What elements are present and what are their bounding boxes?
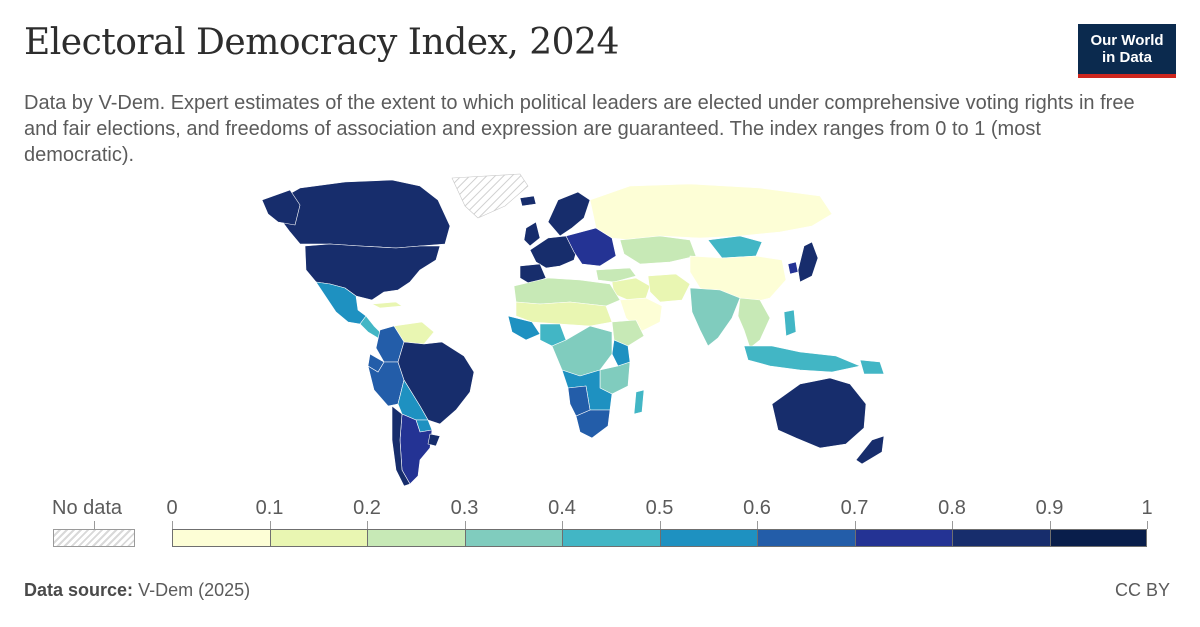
chart-title: Electoral Democracy Index, 2024 [24,22,619,63]
legend-tick-line [1049,521,1051,529]
legend-bin-6[interactable] [757,529,855,547]
legend-color-scale [172,529,1147,547]
region-south-africa[interactable] [575,409,611,439]
legend-tick-line [854,521,856,529]
legend-bin-9[interactable] [1049,529,1147,547]
legend-tick-label: 1 [1141,497,1153,519]
legend-bin-8[interactable] [952,529,1050,547]
region-ethiopia[interactable] [611,319,645,347]
legend-tick-label: 0 [166,497,178,519]
region-iran[interactable] [647,273,691,303]
legend-tick-line [757,521,758,529]
legend-tick-line [952,521,953,529]
region-india[interactable] [689,287,741,347]
region-turkey[interactable] [595,267,637,283]
region-greenland[interactable] [451,173,529,219]
legend-tick-line [172,521,173,529]
legend-tick-label: 0.4 [548,497,576,519]
region-north-africa[interactable] [513,277,621,307]
region-australia[interactable] [771,377,867,449]
legend-bin-4[interactable] [562,529,660,547]
region-south-korea[interactable] [787,261,799,275]
region-namibia[interactable] [567,385,591,417]
legend-tick-line [367,521,368,529]
region-alaska[interactable] [261,189,301,226]
legend-tick-label: 0.8 [938,497,966,519]
legend-bin-2[interactable] [367,529,465,547]
legend-bin-1[interactable] [269,529,367,547]
legend-bin-0[interactable] [172,529,270,547]
region-kazakhstan[interactable] [619,235,697,265]
data-source-label: Data source: [24,580,134,600]
legend-tick-line [1147,521,1148,529]
legend-tick-label: 0.7 [840,497,869,519]
legend-tick-label: 0.9 [1035,497,1064,519]
region-uruguay[interactable] [427,433,441,447]
legend-tick-line [269,521,271,529]
region-mongolia[interactable] [707,235,763,259]
legend-tick-label: 0.6 [743,497,771,519]
legend-tick-label: 0.5 [645,497,674,519]
region-philippines[interactable] [783,309,797,337]
region-west-africa[interactable] [507,315,541,341]
owid-logo-text: Our World in Data [1090,32,1164,66]
legend-tick-label: 0.3 [450,497,479,519]
region-new-zealand[interactable] [855,435,885,465]
region-cuba[interactable] [371,301,403,309]
license-link[interactable]: CC BY [1114,580,1170,600]
legend-tick-line [562,521,563,529]
region-east-africa[interactable] [599,361,631,395]
legend-no-data-label: No data [52,497,123,519]
legend-tick-label: 0.2 [353,497,381,519]
region-papua-new-guinea[interactable] [859,359,885,375]
region-indonesia[interactable] [743,345,861,373]
region-ecuador[interactable] [367,353,385,373]
region-iceland[interactable] [519,195,537,207]
legend-no-data-swatch[interactable] [53,529,135,547]
region-scandinavia[interactable] [547,191,591,237]
region-russia[interactable] [589,183,833,241]
region-canada[interactable] [269,179,451,249]
legend-no-data-tick [94,521,95,529]
region-arabian-peninsula[interactable] [619,297,663,333]
region-chile[interactable] [391,405,411,487]
region-southeast-asia[interactable] [737,297,771,349]
legend-bin-5[interactable] [659,529,757,547]
chart-subtitle: Data by V-Dem. Expert estimates of the e… [24,92,1135,166]
region-madagascar[interactable] [633,389,645,415]
legend-bin-7[interactable] [854,529,952,547]
owid-logo[interactable]: Our World in Data [1078,24,1176,78]
data-source-link[interactable]: V-Dem (2025) [138,580,251,600]
legend-tick-line [659,521,661,529]
region-japan[interactable] [797,241,819,283]
region-sahel[interactable] [515,301,613,327]
data-source: Data source: V-Dem (2025) [24,580,250,601]
region-united-kingdom[interactable] [523,221,541,247]
legend-tick-label: 0.1 [255,497,284,519]
legend-bin-3[interactable] [464,529,562,547]
legend-tick-line [464,521,466,529]
